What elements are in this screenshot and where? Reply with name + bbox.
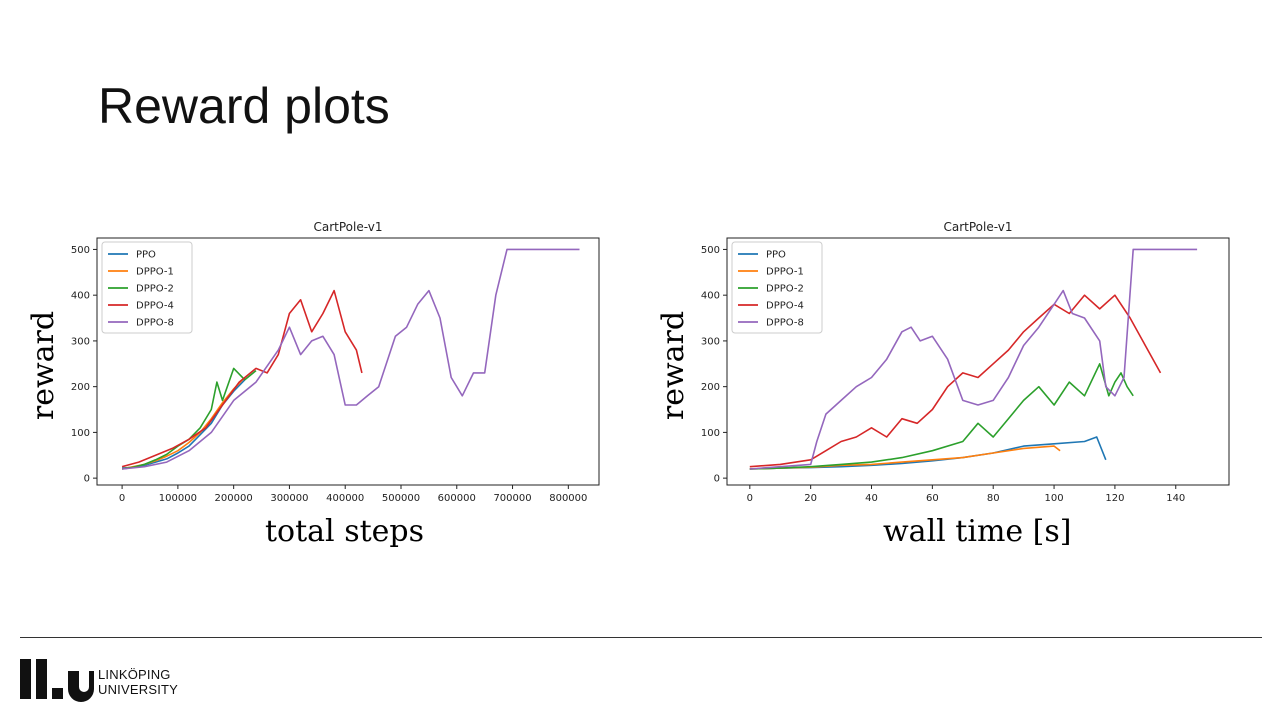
right-chart-xlabel: wall time [s]: [883, 514, 1072, 549]
x-tick-label: 100: [1045, 493, 1064, 504]
x-tick-label: 0: [747, 493, 753, 504]
y-tick-label: 400: [701, 291, 720, 302]
legend-label: DPPO-2: [136, 284, 174, 295]
university-name-line1: LINKÖPING: [98, 667, 171, 682]
y-tick-label: 500: [71, 245, 90, 256]
legend-label: DPPO-1: [136, 267, 174, 278]
x-tick-label: 300000: [270, 493, 308, 504]
y-tick-label: 400: [71, 291, 90, 302]
university-name-line2: UNIVERSITY: [98, 682, 179, 697]
chart-total-steps: CartPole-v10 100000 200000 300000 400000 5000…: [71, 220, 600, 504]
x-tick-label: 500000: [382, 493, 420, 504]
right-chart-ylabel: reward: [656, 310, 692, 421]
series-group: [121, 248, 580, 470]
legend-label: DPPO-8: [136, 318, 174, 329]
x-tick-label: 20: [804, 493, 817, 504]
legend-label: DPPO-4: [766, 301, 804, 312]
university-logo: LINKÖPING UNIVERSITY: [20, 657, 190, 703]
y-tick-label: 200: [71, 382, 90, 393]
y-tick-label: 100: [71, 428, 90, 439]
legend-label: DPPO-2: [766, 284, 804, 295]
slide-title: Reward plots: [98, 78, 390, 134]
x-tick-label: 0: [119, 493, 125, 504]
series-line-dppo-2: [749, 363, 1134, 470]
y-tick-label: 0: [714, 474, 720, 485]
y-tick-label: 100: [701, 428, 720, 439]
x-tick-label: 80: [987, 493, 1000, 504]
chart-title: CartPole-v1: [944, 220, 1013, 234]
x-tick-label: 600000: [438, 493, 476, 504]
y-tick-label: 0: [84, 474, 90, 485]
series-line-ppo: [122, 379, 246, 469]
plot-frame: [96, 237, 600, 486]
footer-divider: [20, 637, 1262, 638]
series-line-dppo-4: [121, 289, 363, 468]
legend-label: DPPO-8: [766, 318, 804, 329]
chart-title: CartPole-v1: [314, 220, 383, 234]
liu-logo-mark-icon: [20, 659, 94, 702]
x-tick-label: 800000: [549, 493, 587, 504]
series-group: [749, 248, 1198, 470]
y-tick-label: 300: [71, 336, 90, 347]
y-tick-label: 200: [701, 382, 720, 393]
series-line-dppo-8: [122, 248, 580, 470]
left-chart-xlabel: total steps: [265, 514, 424, 549]
legend-label: DPPO-1: [766, 267, 804, 278]
x-tick-label: 40: [865, 493, 878, 504]
legend-box: [731, 241, 823, 334]
x-tick-label: 120: [1105, 493, 1124, 504]
x-tick-label: 700000: [493, 493, 531, 504]
legend-label: PPO: [766, 250, 786, 261]
x-tick-label: 200000: [215, 493, 253, 504]
series-line-dppo-2: [121, 367, 257, 470]
x-tick-label: 400000: [326, 493, 364, 504]
y-tick-label: 300: [701, 336, 720, 347]
x-tick-label: 60: [926, 493, 939, 504]
left-chart-ylabel: reward: [26, 310, 62, 421]
plot-frame: [726, 237, 1230, 486]
legend-box: [101, 241, 193, 334]
x-tick-label: 140: [1166, 493, 1185, 504]
y-tick-label: 500: [701, 245, 720, 256]
chart-wall-time: CartPole-v1 0 20 40 60 80 100 120 140 0 100 200 300 4…: [701, 220, 1230, 504]
legend-label: DPPO-4: [136, 301, 174, 312]
legend: PPO DPPO-1 DPPO-2 DPPO-4 DPPO-8: [101, 241, 193, 334]
legend-label: PPO: [136, 250, 156, 261]
series-line-dppo-8: [749, 248, 1198, 470]
series-line-dppo-4: [749, 294, 1162, 468]
x-tick-label: 100000: [159, 493, 197, 504]
university-name: LINKÖPING UNIVERSITY: [98, 667, 178, 697]
legend: PPO DPPO-1 DPPO-2 DPPO-4 DPPO-8: [731, 241, 823, 334]
